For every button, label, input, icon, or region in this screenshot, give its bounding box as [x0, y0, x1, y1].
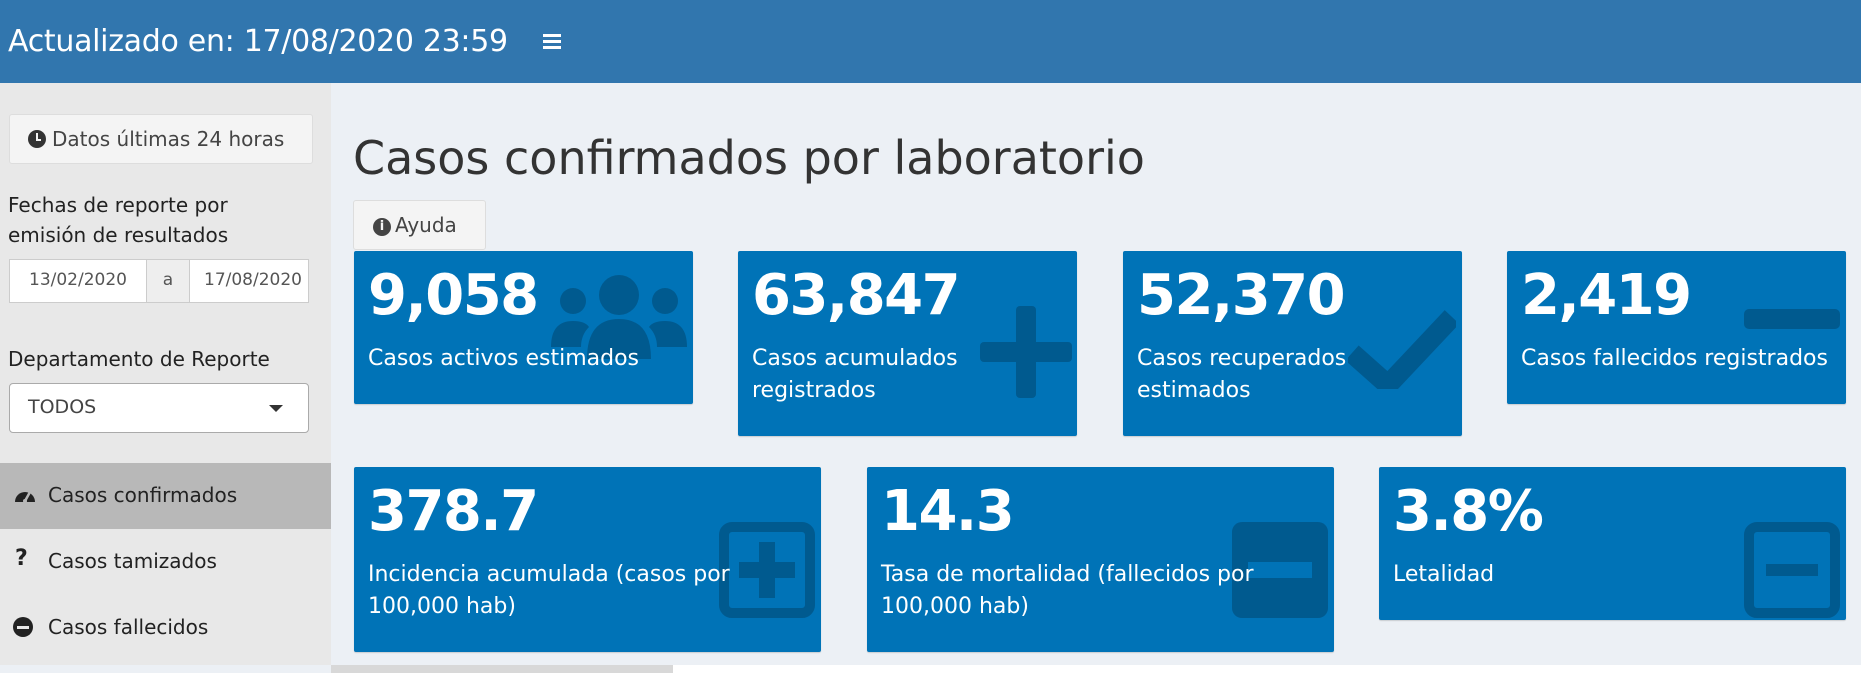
minus-circle-icon [13, 617, 33, 637]
help-button[interactable]: i Ayuda [353, 200, 486, 250]
value-box-cumulative-cases: 63,847 Casos acumulados registrados [738, 251, 1077, 436]
minus-square-outline-icon [1744, 522, 1840, 618]
plus-icon [980, 306, 1072, 398]
value-box-label: Tasa de mortalidad (fallecidos por 100,0… [881, 562, 1254, 619]
sidebar: Datos últimas 24 horas Fechas de reporte… [0, 83, 331, 665]
date-to-input[interactable]: 17/08/2020 [204, 270, 302, 290]
minus-square-icon [1232, 522, 1328, 618]
users-icon [551, 275, 687, 359]
help-label: Ayuda [395, 213, 457, 237]
value-box-number: 52,370 [1137, 263, 1346, 328]
sidebar-item-label: Casos tamizados [48, 549, 217, 573]
top-header: Actualizado en: 17/08/2020 23:59 [0, 0, 1861, 83]
date-from-input[interactable]: 13/02/2020 [29, 270, 127, 290]
value-box-label: Casos activos estimados [368, 346, 640, 371]
date-range-separator: a [146, 260, 190, 302]
check-icon [1348, 310, 1456, 389]
value-box-label: Letalidad [1393, 562, 1495, 587]
value-box-deaths: 2,419 Casos fallecidos registrados [1507, 251, 1846, 404]
date-range-label: Fechas de reporte por emisión de resulta… [8, 193, 229, 247]
sidebar-item-casos-fallecidos[interactable]: Casos fallecidos [0, 595, 331, 661]
value-box-number: 2,419 [1521, 263, 1692, 328]
plus-square-icon [719, 522, 815, 618]
department-select[interactable]: TODOS [9, 383, 309, 433]
dashboard-gauge-icon [13, 485, 37, 509]
clock-icon [28, 130, 46, 148]
last-24h-button[interactable]: Datos últimas 24 horas [9, 114, 313, 164]
value-box-incidence: 378.7 Incidencia acumulada (casos por 10… [354, 467, 821, 652]
value-box-label: Casos acumulados registrados [752, 346, 958, 403]
info-icon: i [373, 218, 391, 236]
value-box-number: 9,058 [368, 263, 539, 328]
hamburger-menu-icon[interactable] [540, 29, 564, 53]
value-box-lethality: 3.8% Letalidad [1379, 467, 1846, 620]
value-box-number: 378.7 [368, 479, 539, 544]
value-box-active-cases: 9,058 Casos activos estimados [354, 251, 693, 404]
update-timestamp: Actualizado en: 17/08/2020 23:59 [8, 24, 508, 59]
department-selected-value: TODOS [28, 396, 97, 418]
sidebar-item-label: Casos confirmados [48, 483, 238, 507]
question-icon: ? [15, 546, 28, 571]
dropdown-caret-icon [269, 405, 283, 412]
value-box-number: 14.3 [881, 479, 1015, 544]
value-box-label: Casos recuperados estimados [1137, 346, 1347, 403]
value-box-number: 3.8% [1393, 479, 1544, 544]
last-24h-label: Datos últimas 24 horas [52, 127, 285, 151]
bottom-tab-strip [331, 665, 1861, 673]
sidebar-item-label: Casos fallecidos [48, 615, 209, 639]
value-box-number: 63,847 [752, 263, 961, 328]
sidebar-item-casos-tamizados[interactable]: ? Casos tamizados [0, 529, 331, 595]
value-box-recovered-cases: 52,370 Casos recuperados estimados [1123, 251, 1462, 436]
date-range-input: 13/02/2020 a 17/08/2020 [9, 259, 309, 303]
page-title: Casos confirmados por laboratorio [353, 131, 1145, 185]
sidebar-item-casos-confirmados[interactable]: Casos confirmados [0, 463, 331, 529]
value-box-label: Incidencia acumulada (casos por 100,000 … [368, 562, 730, 619]
value-box-label: Casos fallecidos registrados [1521, 346, 1828, 371]
department-label: Departamento de Reporte [8, 347, 270, 371]
value-box-mortality-rate: 14.3 Tasa de mortalidad (fallecidos por … [867, 467, 1334, 652]
minus-icon [1744, 309, 1840, 329]
